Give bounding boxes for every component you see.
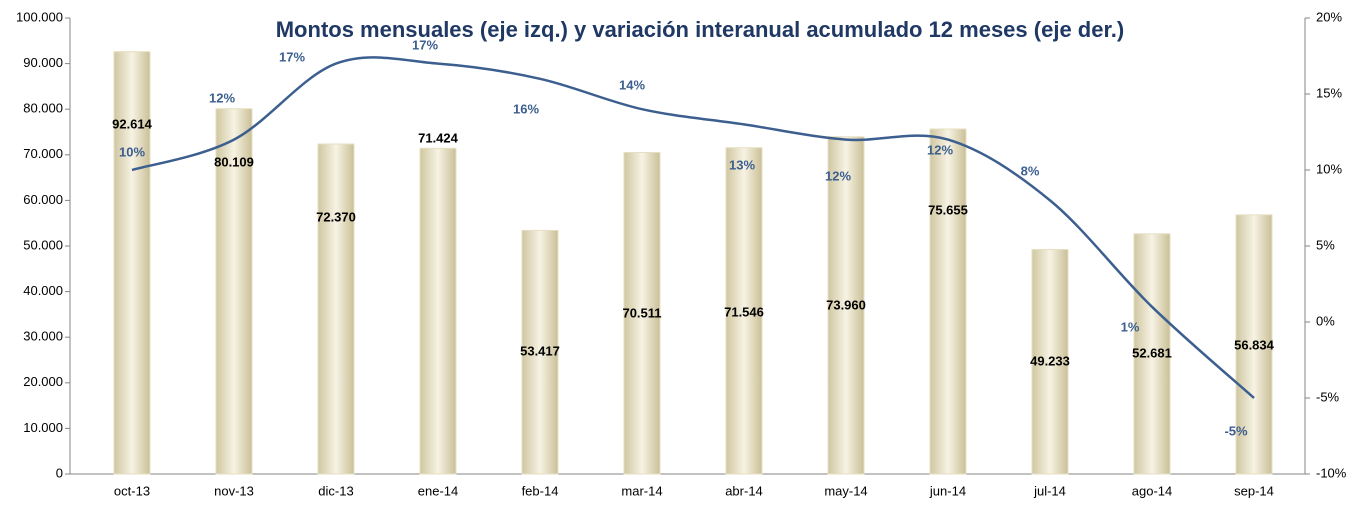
y-tick-label: 80.000 [23,101,63,116]
x-tick-label: ago-14 [1132,483,1172,498]
x-tick-label: mar-14 [621,483,662,498]
y-tick-label: 50.000 [23,237,63,252]
y2-tick-label: 20% [1316,9,1342,24]
x-tick-label: nov-13 [214,483,254,498]
x-tick-label: jun-14 [929,483,966,498]
x-tick-label: sep-14 [1234,483,1274,498]
bar [419,147,457,475]
line-value-label: 8% [1021,163,1040,178]
bar-value-label: 73.960 [826,297,866,312]
line-value-label: 14% [619,77,645,92]
line-value-label: 12% [825,168,851,183]
y2-tick-label: -5% [1316,389,1340,404]
line-value-label: 17% [279,49,305,64]
x-tick-label: abr-14 [725,483,763,498]
y-tick-label: 20.000 [23,374,63,389]
x-tick-label: may-14 [824,483,867,498]
line-value-label: 17% [412,37,438,52]
x-tick-label: oct-13 [114,483,150,498]
line-value-label: 12% [927,142,953,157]
x-tick-label: jul-14 [1033,483,1066,498]
line-value-label: 10% [119,144,145,159]
line [131,56,1255,399]
chart-title: Montos mensuales (eje izq.) y variación … [276,17,1125,42]
bar [113,51,151,475]
y-tick-label: 30.000 [23,329,63,344]
line-value-label: 16% [513,101,539,116]
x-tick-label: feb-14 [522,483,559,498]
bar [929,128,967,475]
bar-value-label: 53.417 [520,343,560,358]
y-tick-label: 10.000 [23,420,63,435]
bar-value-label: 56.834 [1234,337,1275,352]
bar-value-label: 71.424 [418,130,459,145]
bar [215,108,253,475]
bar-value-label: 49.233 [1030,353,1070,368]
bar-value-label: 71.546 [724,304,764,319]
bar [1235,214,1273,475]
bar [725,147,763,475]
bar-value-label: 80.109 [214,154,254,169]
y-tick-label: 100.000 [16,9,63,24]
y2-tick-label: 0% [1316,313,1335,328]
line-value-label: 13% [729,157,755,172]
y-tick-label: 90.000 [23,55,63,70]
x-tick-label: ene-14 [418,483,458,498]
y2-tick-label: 5% [1316,237,1335,252]
bar-value-label: 75.655 [928,202,968,217]
y2-tick-label: 15% [1316,85,1342,100]
line-value-label: 1% [1121,319,1140,334]
y2-tick-label: -10% [1316,465,1347,480]
bar-value-label: 92.614 [112,116,153,131]
bar [521,229,559,475]
line-value-label: -5% [1224,423,1248,438]
y-tick-label: 60.000 [23,192,63,207]
y-tick-label: 70.000 [23,146,63,161]
bar-value-label: 52.681 [1132,345,1172,360]
bar [1133,233,1171,475]
x-tick-label: dic-13 [318,483,353,498]
bar [317,143,355,475]
y-tick-label: 0 [56,465,63,480]
bar-value-label: 72.370 [316,209,356,224]
y-tick-label: 40.000 [23,283,63,298]
line-value-label: 12% [209,90,235,105]
bar-value-label: 70.511 [622,305,661,320]
bar [1031,248,1069,475]
bar [827,136,865,475]
y2-tick-label: 10% [1316,161,1342,176]
bar [623,151,661,475]
